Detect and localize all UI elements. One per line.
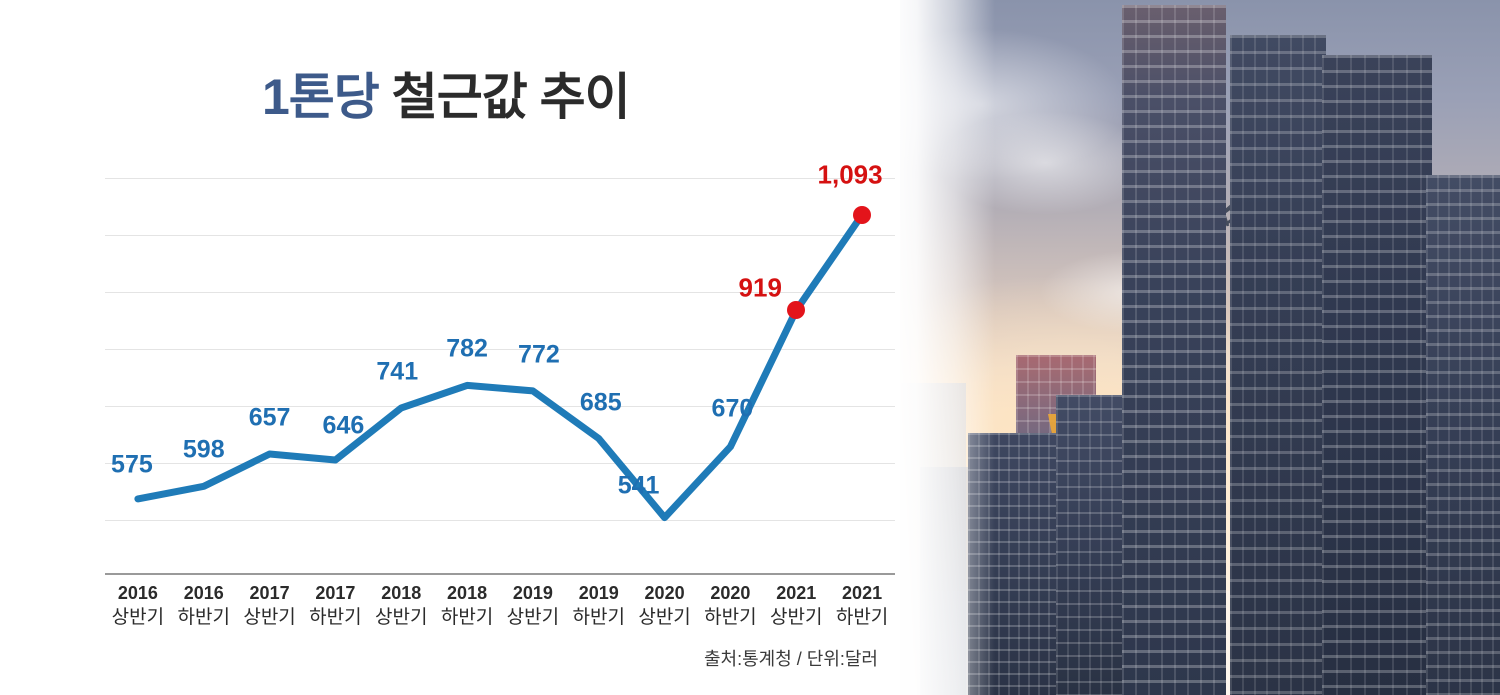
- data-point-marker: [787, 301, 806, 320]
- title-main: 철근값 추이: [378, 69, 631, 125]
- data-label-highlight: 1,093: [817, 159, 883, 190]
- data-point-marker: [853, 205, 872, 224]
- building-silhouette: [1426, 175, 1500, 695]
- data-label: 670: [711, 394, 754, 423]
- tick-half: 상반기: [770, 607, 823, 628]
- tick-year: 2020: [710, 583, 751, 603]
- x-axis-tick: 2017 상반기: [225, 582, 315, 630]
- data-label: 685: [579, 388, 622, 417]
- tick-year: 2019: [512, 583, 553, 603]
- building-silhouette: [1122, 5, 1226, 695]
- x-axis-tick: 2016 상반기: [93, 582, 183, 630]
- building-silhouette: [1230, 35, 1326, 695]
- data-label: 657: [248, 403, 291, 432]
- tick-half: 하반기: [835, 607, 889, 628]
- tick-half: 하반기: [704, 607, 757, 628]
- gridline: [105, 178, 895, 179]
- gridline: [105, 520, 895, 521]
- tick-year: 2017: [249, 583, 290, 603]
- gridline: [105, 406, 895, 407]
- tick-half: 하반기: [177, 607, 230, 628]
- tick-year: 2021: [842, 583, 883, 603]
- x-axis-tick: 2020 하반기: [685, 582, 775, 630]
- tick-half: 상반기: [375, 607, 428, 628]
- data-label: 741: [376, 357, 419, 386]
- gridline: [105, 349, 895, 350]
- x-axis-tick: 2020 상반기: [620, 582, 710, 630]
- tick-year: 2018: [447, 583, 488, 603]
- x-axis-tick: 2017 하반기: [290, 582, 380, 630]
- gridline: [105, 292, 895, 293]
- x-axis-tick: 2021 하반기: [817, 582, 907, 630]
- construction-skyline-photo: [860, 0, 1500, 695]
- data-label: 541: [617, 471, 660, 500]
- data-line: [134, 211, 866, 522]
- tick-half: 상반기: [638, 607, 691, 628]
- tick-year: 2018: [381, 583, 422, 603]
- tick-half: 상반기: [111, 607, 165, 628]
- x-axis-tick: 2021 상반기: [751, 582, 841, 630]
- data-label: 598: [182, 435, 225, 464]
- title-accent: 1톤당: [262, 69, 380, 125]
- data-label: 772: [518, 340, 560, 369]
- tick-half: 하반기: [572, 607, 625, 628]
- x-axis-tick: 2019 하반기: [554, 582, 644, 630]
- tick-year: 2016: [117, 583, 158, 603]
- tick-year: 2016: [183, 583, 224, 603]
- tick-half: 상반기: [243, 607, 296, 628]
- tick-half: 하반기: [309, 607, 362, 628]
- tick-year: 2017: [315, 583, 356, 603]
- data-label-highlight: 919: [738, 272, 782, 303]
- data-label: 575: [111, 450, 153, 479]
- x-axis-labels: 2016 상반기 2016 하반기 2017 상반기 2017 하반기 2018 상반기 2018 하…: [105, 582, 895, 642]
- x-axis-tick: 2018 하반기: [422, 582, 512, 630]
- tick-half: 하반기: [440, 607, 494, 628]
- plot-area: 575 598 657 646 741 782 772 685 541 670 919 1,093: [105, 159, 895, 575]
- x-axis-tick: 2019 상반기: [488, 582, 578, 630]
- page-title: 1톤당 철근값 추이: [262, 57, 631, 129]
- x-axis-line: [105, 573, 895, 575]
- building-silhouette: [1322, 55, 1432, 695]
- tick-year: 2020: [644, 583, 685, 603]
- x-axis-tick: 2016 하반기: [159, 582, 249, 630]
- data-label: 782: [446, 334, 488, 363]
- tick-half: 상반기: [506, 607, 560, 628]
- source-note: 출처:통계청 / 단위:달러: [703, 649, 878, 669]
- gridline: [105, 235, 895, 236]
- tick-year: 2021: [776, 583, 817, 603]
- gridline: [105, 463, 895, 464]
- data-label: 646: [322, 411, 365, 440]
- x-axis-tick: 2018 상반기: [356, 582, 446, 630]
- chart-panel: 1톤당 철근값 추이 575 598 657 646 741 782 772 685 541 67…: [105, 57, 895, 669]
- tick-year: 2019: [578, 583, 619, 603]
